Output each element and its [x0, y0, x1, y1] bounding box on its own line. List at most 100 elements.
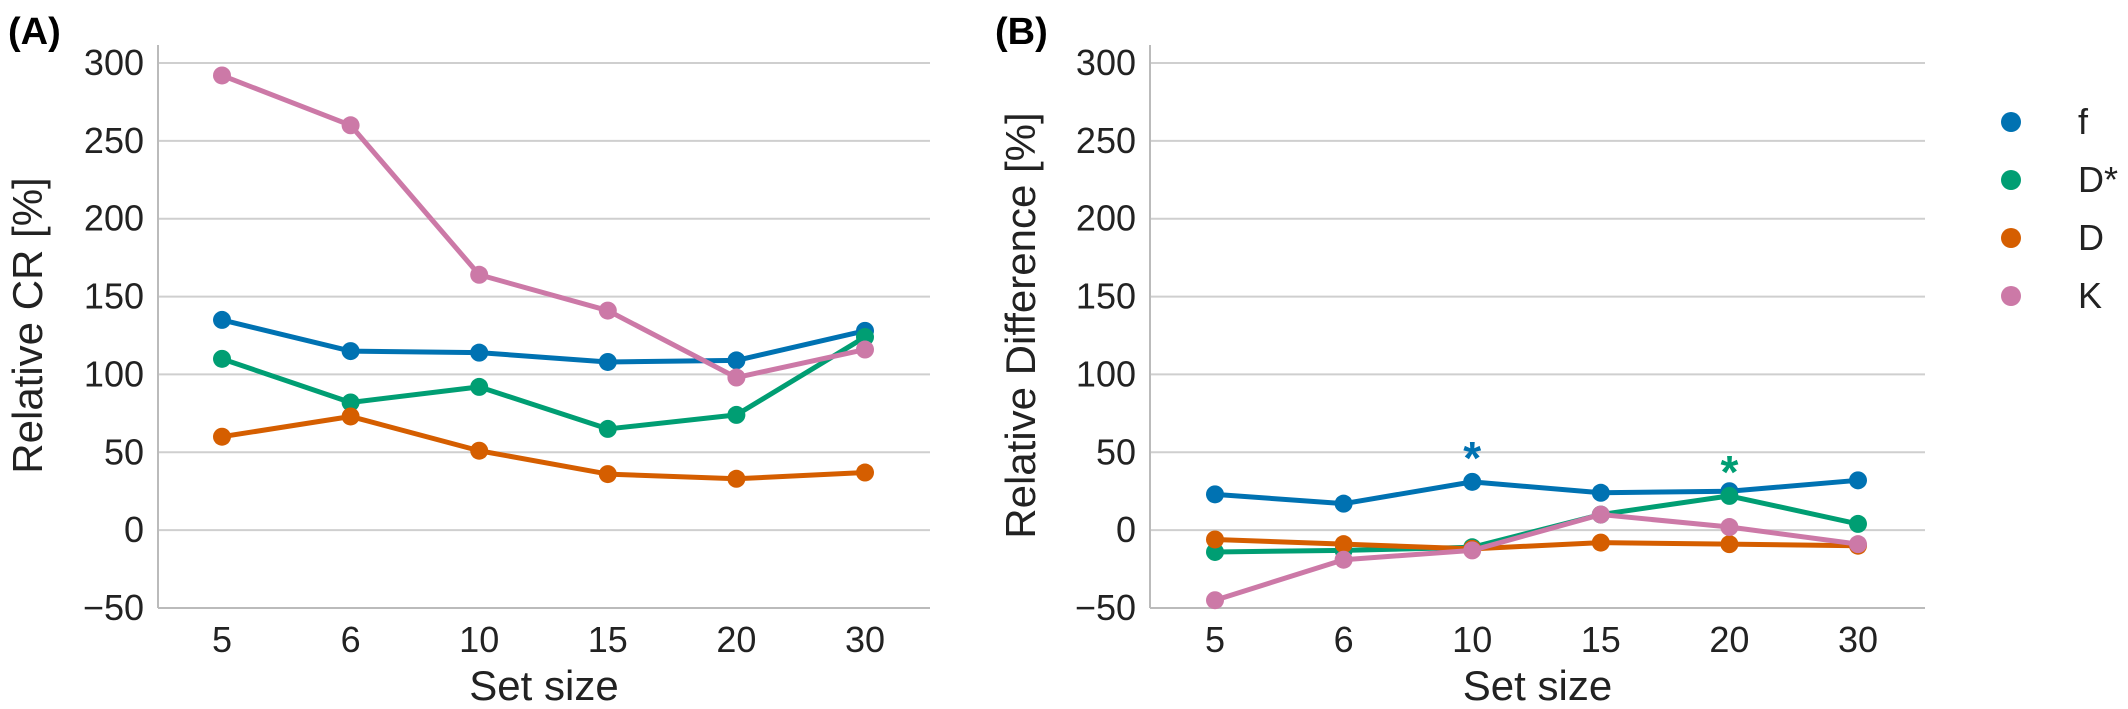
legend-label: f: [2078, 101, 2089, 142]
data-point: [213, 349, 231, 368]
series-line: [221, 317, 866, 365]
data-point: [1849, 514, 1867, 533]
series-line: [221, 413, 866, 482]
legend-label: D*: [2078, 159, 2118, 200]
x-tick-label: 10: [459, 619, 499, 660]
data-point: [1206, 542, 1224, 561]
x-tick-label: 6: [1334, 619, 1354, 660]
data-point: [1849, 471, 1867, 490]
y-axis-label: Relative CR [%]: [4, 177, 51, 473]
y-tick-label: 300: [1076, 42, 1136, 83]
x-tick-label: 10: [1452, 619, 1492, 660]
y-tick-label: 0: [1116, 509, 1136, 550]
data-point: [470, 343, 489, 362]
legend-marker: [2001, 286, 2021, 306]
data-point: [341, 407, 360, 426]
y-tick-label: 100: [1076, 353, 1136, 394]
data-point: [213, 427, 231, 446]
data-point: [341, 393, 360, 412]
x-tick-label: 5: [1205, 619, 1225, 660]
series-D*: [213, 328, 874, 438]
data-point: [1720, 518, 1739, 537]
series-K: [1206, 505, 1867, 610]
y-tick-label: −50: [83, 587, 144, 628]
series-D: [213, 407, 874, 488]
y-tick-label: 200: [1076, 198, 1136, 239]
series-line: [1214, 512, 1859, 603]
legend-item: f: [2001, 101, 2089, 142]
significance-marker: *: [1720, 446, 1738, 498]
data-point: [1849, 535, 1867, 554]
x-axis-label: Set size: [469, 662, 618, 709]
series-D: [1206, 530, 1867, 558]
legend-marker: [2001, 228, 2021, 248]
panel-label: (A): [8, 11, 61, 53]
x-tick-label: 6: [341, 619, 361, 660]
legend: f D* DK: [2001, 101, 2118, 316]
data-point: [727, 405, 746, 424]
panel-label: (B): [995, 11, 1048, 53]
panel-b: (B) 300 250 200 150 100 50 0 −50 5 6 10 15 20 30 Set si…: [995, 11, 1925, 709]
legend-marker: [2001, 170, 2021, 190]
significance-marker: *: [1463, 432, 1481, 484]
series-f: [1206, 471, 1867, 513]
data-point: [470, 265, 489, 284]
data-point: [470, 377, 489, 396]
legend-item: K: [2001, 275, 2102, 316]
data-point: [1591, 533, 1610, 552]
data-point: [213, 66, 231, 85]
y-tick-label: 50: [104, 431, 144, 472]
y-tick-label: −50: [1075, 587, 1136, 628]
data-point: [1334, 535, 1353, 554]
data-point: [598, 465, 617, 484]
y-tick-label: 250: [84, 120, 144, 161]
legend-label: D: [2078, 217, 2104, 258]
legend-label: K: [2078, 275, 2102, 316]
data-point: [1591, 505, 1610, 524]
y-tick-label: 150: [84, 276, 144, 317]
x-tick-label: 30: [1838, 619, 1878, 660]
y-tick-label: 250: [1076, 120, 1136, 161]
data-point: [1463, 472, 1482, 491]
x-tick-label: 20: [1709, 619, 1749, 660]
data-point: [1206, 530, 1224, 549]
data-point: [727, 368, 746, 387]
x-tick-label: 15: [588, 619, 628, 660]
data-point: [856, 463, 874, 482]
data-point: [856, 340, 874, 359]
data-point: [1463, 541, 1482, 560]
y-tick-label: 200: [84, 198, 144, 239]
series-line: [1214, 477, 1859, 507]
y-tick-label: 300: [84, 42, 144, 83]
panel-a: (A) 300 250 200 150 100 50 0 −50 5 6 10 15 20 30 Set si…: [4, 11, 930, 709]
data-point: [727, 469, 746, 488]
series-f: [213, 310, 874, 371]
data-point: [598, 419, 617, 438]
data-point: [341, 342, 360, 361]
legend-item: D*: [2001, 159, 2118, 200]
series-D*: [1206, 486, 1867, 561]
data-point: [213, 310, 231, 329]
data-point: [1206, 485, 1224, 504]
data-point: [470, 441, 489, 460]
data-point: [856, 328, 874, 347]
data-point: [598, 352, 617, 371]
y-tick-label: 50: [1096, 431, 1136, 472]
series-line: [221, 73, 866, 381]
y-tick-label: 150: [1076, 276, 1136, 317]
series-line: [1214, 536, 1859, 552]
data-point: [1591, 483, 1610, 502]
data-point: [341, 116, 360, 135]
data-point: [1206, 591, 1224, 610]
x-tick-label: 20: [716, 619, 756, 660]
y-tick-label: 0: [124, 509, 144, 550]
series-K: [213, 66, 874, 387]
legend-item: D: [2001, 217, 2104, 258]
data-point: [1334, 494, 1353, 513]
data-point: [1334, 550, 1353, 569]
x-tick-label: 30: [845, 619, 885, 660]
series-line: [221, 334, 867, 432]
y-tick-label: 100: [84, 353, 144, 394]
data-point: [1720, 535, 1739, 554]
